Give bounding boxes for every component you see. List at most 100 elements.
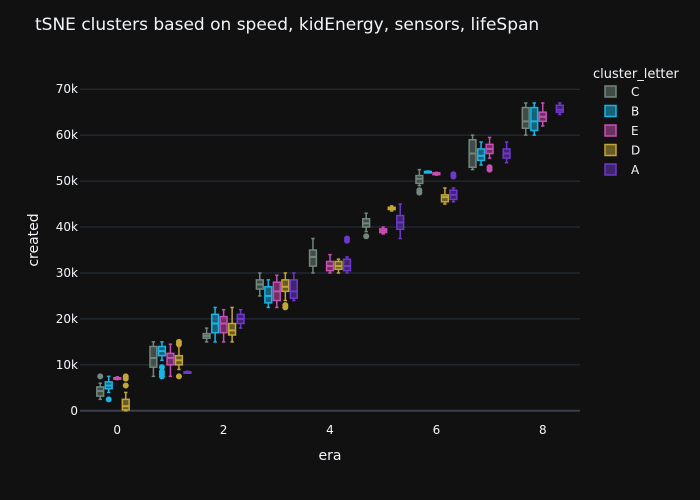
box-D-era-0 bbox=[121, 373, 130, 412]
box-B-era-8 bbox=[530, 102, 539, 136]
box-iqr bbox=[476, 148, 486, 162]
box-A-era-5 bbox=[396, 203, 405, 240]
box-E-era-5 bbox=[379, 226, 388, 235]
box-C-era-5 bbox=[362, 212, 371, 240]
legend-swatch bbox=[604, 163, 617, 176]
outlier-point bbox=[122, 373, 129, 380]
box-E-era-4 bbox=[325, 253, 335, 274]
chart-title: tSNE clusters based on speed, kidEnergy,… bbox=[35, 15, 539, 35]
legend-label: A bbox=[631, 163, 640, 177]
box-D-era-3 bbox=[281, 272, 290, 311]
legend-item-B: B bbox=[604, 104, 639, 119]
box-C-era-4 bbox=[308, 237, 318, 274]
legend-item-D: D bbox=[604, 143, 640, 158]
outlier-point bbox=[105, 396, 112, 403]
legend-item-E: E bbox=[604, 124, 639, 138]
legend-label: C bbox=[631, 85, 639, 99]
legend-title: cluster_letter bbox=[593, 67, 680, 82]
y-tick-label: 0 bbox=[70, 404, 78, 418]
x-tick-label: 2 bbox=[220, 423, 228, 437]
legend-item-C: C bbox=[604, 85, 639, 99]
outlier-point bbox=[158, 373, 165, 380]
box-E-era-3 bbox=[272, 274, 281, 309]
box-iqr bbox=[166, 352, 175, 366]
outlier-point bbox=[175, 338, 182, 345]
box-B-era-2 bbox=[210, 306, 220, 343]
box-C-era-7 bbox=[468, 134, 477, 171]
x-tick-label: 6 bbox=[433, 423, 441, 437]
x-tick-label: 4 bbox=[326, 423, 334, 437]
y-tick-label: 60k bbox=[56, 128, 78, 142]
outlier-point bbox=[363, 233, 370, 240]
outlier-point bbox=[416, 189, 423, 196]
outlier-point bbox=[97, 373, 104, 380]
box-iqr bbox=[555, 104, 564, 113]
box-iqr bbox=[289, 279, 298, 299]
outlier-point bbox=[282, 304, 289, 311]
y-axis-label: created bbox=[26, 213, 42, 266]
box-iqr bbox=[121, 398, 130, 411]
x-tick-label: 8 bbox=[539, 423, 547, 437]
box-E-era-1 bbox=[166, 343, 175, 378]
box-B-era-3 bbox=[264, 279, 273, 309]
y-tick-label: 30k bbox=[56, 266, 78, 280]
legend-label: D bbox=[631, 144, 640, 158]
y-tick-label: 50k bbox=[56, 174, 78, 188]
box-D-era-1 bbox=[174, 338, 184, 380]
box-A-era-8 bbox=[555, 102, 564, 116]
box-B-era-1 bbox=[157, 341, 167, 380]
outlier-point bbox=[450, 171, 457, 178]
box-iqr bbox=[281, 279, 290, 293]
y-tick-label: 40k bbox=[56, 220, 78, 234]
box-E-era-7 bbox=[485, 136, 494, 173]
box-iqr bbox=[521, 106, 530, 129]
box-A-era-3 bbox=[289, 272, 298, 302]
outlier-point bbox=[122, 382, 129, 389]
legend-label: B bbox=[631, 105, 639, 119]
box-B-era-7 bbox=[476, 141, 486, 166]
box-A-era-4 bbox=[342, 235, 352, 274]
box-D-era-6 bbox=[440, 187, 450, 205]
legend-swatch bbox=[604, 104, 617, 118]
outlier-point bbox=[158, 364, 165, 371]
outlier-point bbox=[175, 373, 182, 380]
plot-area bbox=[96, 102, 564, 412]
box-D-era-4 bbox=[334, 258, 343, 274]
box-A-era-1 bbox=[183, 370, 192, 375]
box-C-era-8 bbox=[521, 102, 530, 136]
box-A-era-6 bbox=[449, 171, 458, 203]
x-tick-label: 0 bbox=[113, 423, 121, 437]
box-D-era-5 bbox=[387, 205, 396, 212]
legend-swatch bbox=[604, 85, 617, 98]
box-iqr bbox=[227, 322, 237, 336]
y-axis-ticks: 0 10k 20k 30k 40k 50k 60k 70k bbox=[56, 82, 78, 418]
box-A-era-7 bbox=[502, 141, 511, 164]
box-E-era-0 bbox=[113, 376, 122, 381]
outlier-point bbox=[344, 235, 351, 242]
box-E-era-2 bbox=[219, 308, 228, 343]
box-C-era-6 bbox=[415, 168, 424, 196]
box-A-era-2 bbox=[236, 308, 245, 329]
y-tick-label: 70k bbox=[56, 82, 78, 96]
box-iqr bbox=[219, 315, 228, 334]
box-B-era-6 bbox=[423, 170, 433, 174]
y-tick-label: 20k bbox=[56, 312, 78, 326]
box-C-era-0 bbox=[96, 373, 105, 401]
legend-swatch bbox=[604, 143, 617, 157]
x-axis-label: era bbox=[319, 448, 342, 464]
y-tick-label: 10k bbox=[56, 358, 78, 372]
box-iqr bbox=[149, 345, 158, 368]
outlier-point bbox=[486, 166, 493, 173]
box-E-era-8 bbox=[538, 102, 547, 127]
gridlines bbox=[80, 88, 580, 412]
box-C-era-1 bbox=[149, 341, 158, 378]
box-iqr bbox=[308, 249, 318, 267]
box-C-era-3 bbox=[255, 272, 264, 297]
box-E-era-6 bbox=[432, 171, 441, 176]
box-iqr bbox=[264, 286, 273, 304]
legend-label: E bbox=[631, 124, 639, 138]
